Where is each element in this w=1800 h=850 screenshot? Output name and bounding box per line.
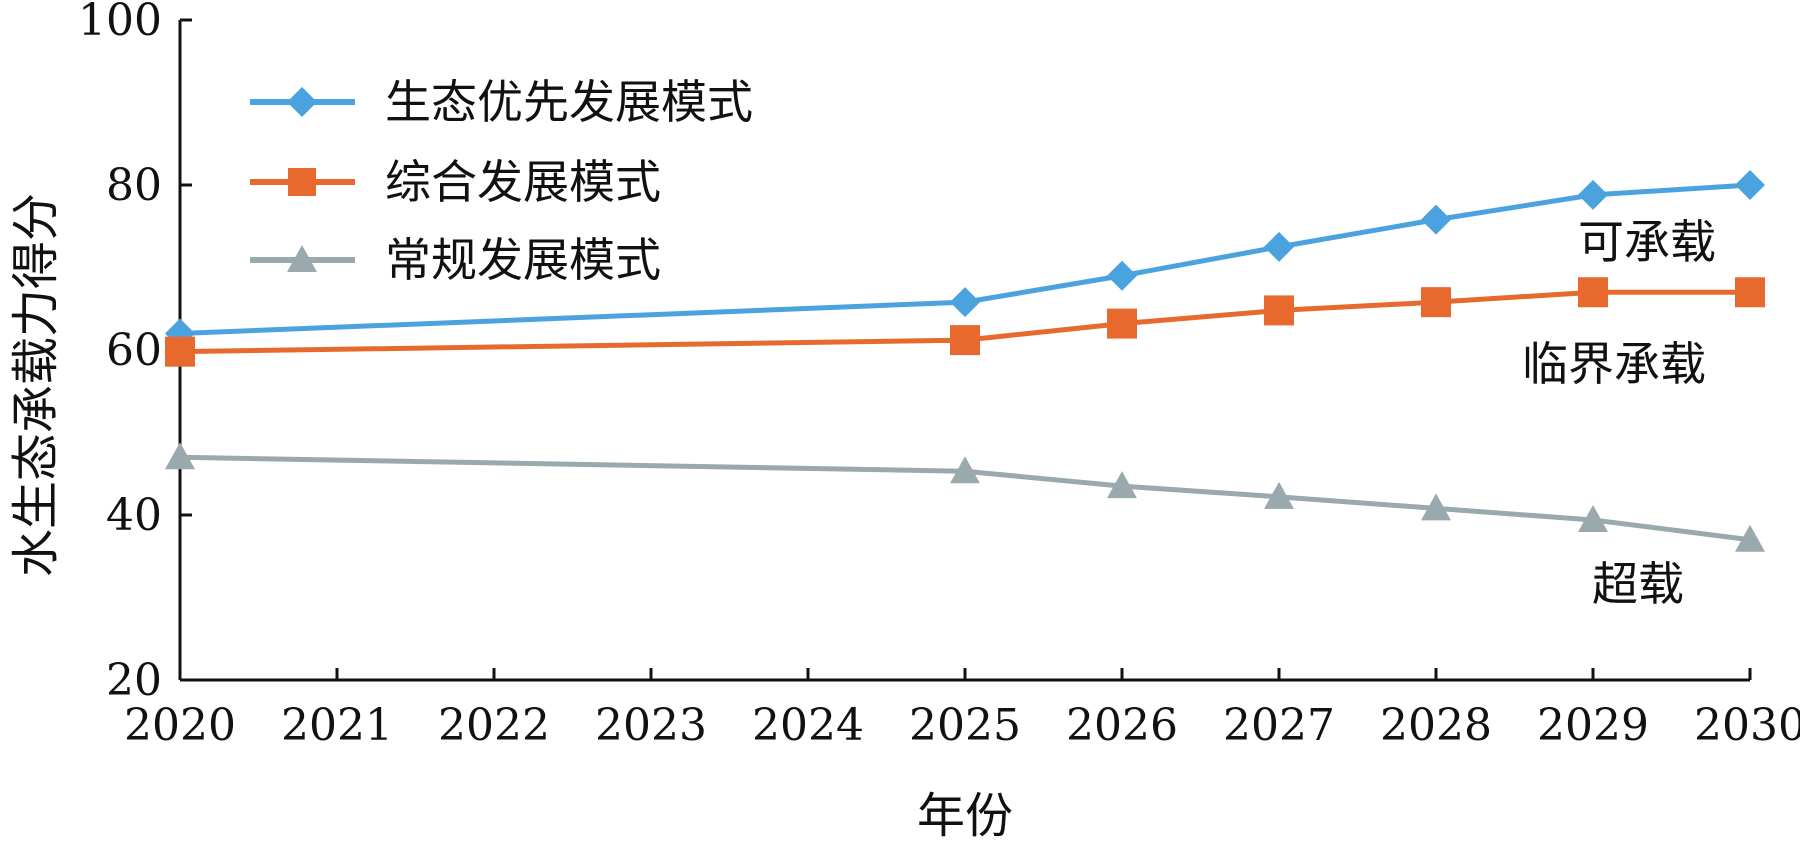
series-conventional xyxy=(165,442,1765,552)
annotation-critical: 临界承载 xyxy=(1522,337,1706,391)
data-point-conventional xyxy=(1264,481,1294,509)
data-point-integrated xyxy=(950,325,980,356)
annotation-bearable: 可承载 xyxy=(1578,215,1716,269)
x-tick-label: 2028 xyxy=(1380,700,1492,751)
square-marker-icon xyxy=(288,168,316,196)
x-axis-title: 年份 xyxy=(917,788,1013,844)
annotation-overload: 超载 xyxy=(1592,557,1684,611)
series-layer xyxy=(165,170,1765,552)
data-point-integrated xyxy=(1107,308,1137,339)
data-point-integrated xyxy=(165,336,195,367)
y-tick-label: 20 xyxy=(106,655,162,706)
data-point-ecological xyxy=(1735,170,1765,200)
x-tick-label: 2030 xyxy=(1694,700,1800,751)
data-point-conventional xyxy=(950,456,980,484)
data-point-ecological xyxy=(1264,231,1294,262)
legend-item-ecological: 生态优先发展模式 xyxy=(250,75,753,129)
y-tick-label: 100 xyxy=(78,0,162,46)
x-tick-label: 2023 xyxy=(595,700,707,751)
data-point-ecological xyxy=(1578,179,1608,210)
y-tick-label: 80 xyxy=(106,160,162,211)
legend-label-ecological: 生态优先发展模式 xyxy=(385,75,753,129)
data-point-integrated xyxy=(1421,287,1451,318)
data-point-integrated xyxy=(1578,277,1608,308)
x-axis: 2020 2021 2022 2023 2024 2025 2026 2027 2028 2029… xyxy=(124,668,1800,751)
series-integrated xyxy=(165,277,1765,367)
x-tick-label: 2024 xyxy=(752,700,864,751)
x-tick-label: 2027 xyxy=(1223,700,1335,751)
y-tick-label: 60 xyxy=(106,325,162,376)
legend-label-conventional: 常规发展模式 xyxy=(385,233,661,287)
legend-item-conventional: 常规发展模式 xyxy=(250,233,661,287)
y-axis-title: 水生态承载力得分 xyxy=(8,193,64,577)
legend-item-integrated: 综合发展模式 xyxy=(250,155,661,209)
x-tick-label: 2026 xyxy=(1066,700,1178,751)
x-tick-label: 2020 xyxy=(124,700,236,751)
data-point-ecological xyxy=(1421,204,1451,235)
legend: 生态优先发展模式 综合发展模式 常规发展模式 xyxy=(250,75,753,287)
data-point-ecological xyxy=(1107,260,1137,291)
data-point-conventional xyxy=(1735,524,1765,552)
diamond-marker-icon xyxy=(287,87,317,117)
data-point-conventional xyxy=(1107,471,1137,499)
triangle-marker-icon xyxy=(287,245,317,272)
y-ticks: 20 40 60 80 100 xyxy=(78,0,192,706)
x-tick-label: 2029 xyxy=(1537,700,1649,751)
x-ticks: 2020 2021 2022 2023 2024 2025 2026 2027 2028 2029… xyxy=(124,668,1800,751)
data-point-ecological xyxy=(950,287,980,318)
x-tick-label: 2022 xyxy=(438,700,550,751)
data-point-conventional xyxy=(1578,504,1608,532)
y-tick-label: 40 xyxy=(106,490,162,541)
data-point-integrated xyxy=(1735,277,1765,308)
x-tick-label: 2021 xyxy=(281,700,393,751)
x-tick-label: 2025 xyxy=(909,700,1021,751)
data-point-integrated xyxy=(1264,295,1294,326)
y-axis: 20 40 60 80 100 xyxy=(78,0,192,706)
legend-label-integrated: 综合发展模式 xyxy=(385,155,661,209)
data-point-conventional xyxy=(165,442,195,470)
data-point-conventional xyxy=(1421,493,1451,521)
